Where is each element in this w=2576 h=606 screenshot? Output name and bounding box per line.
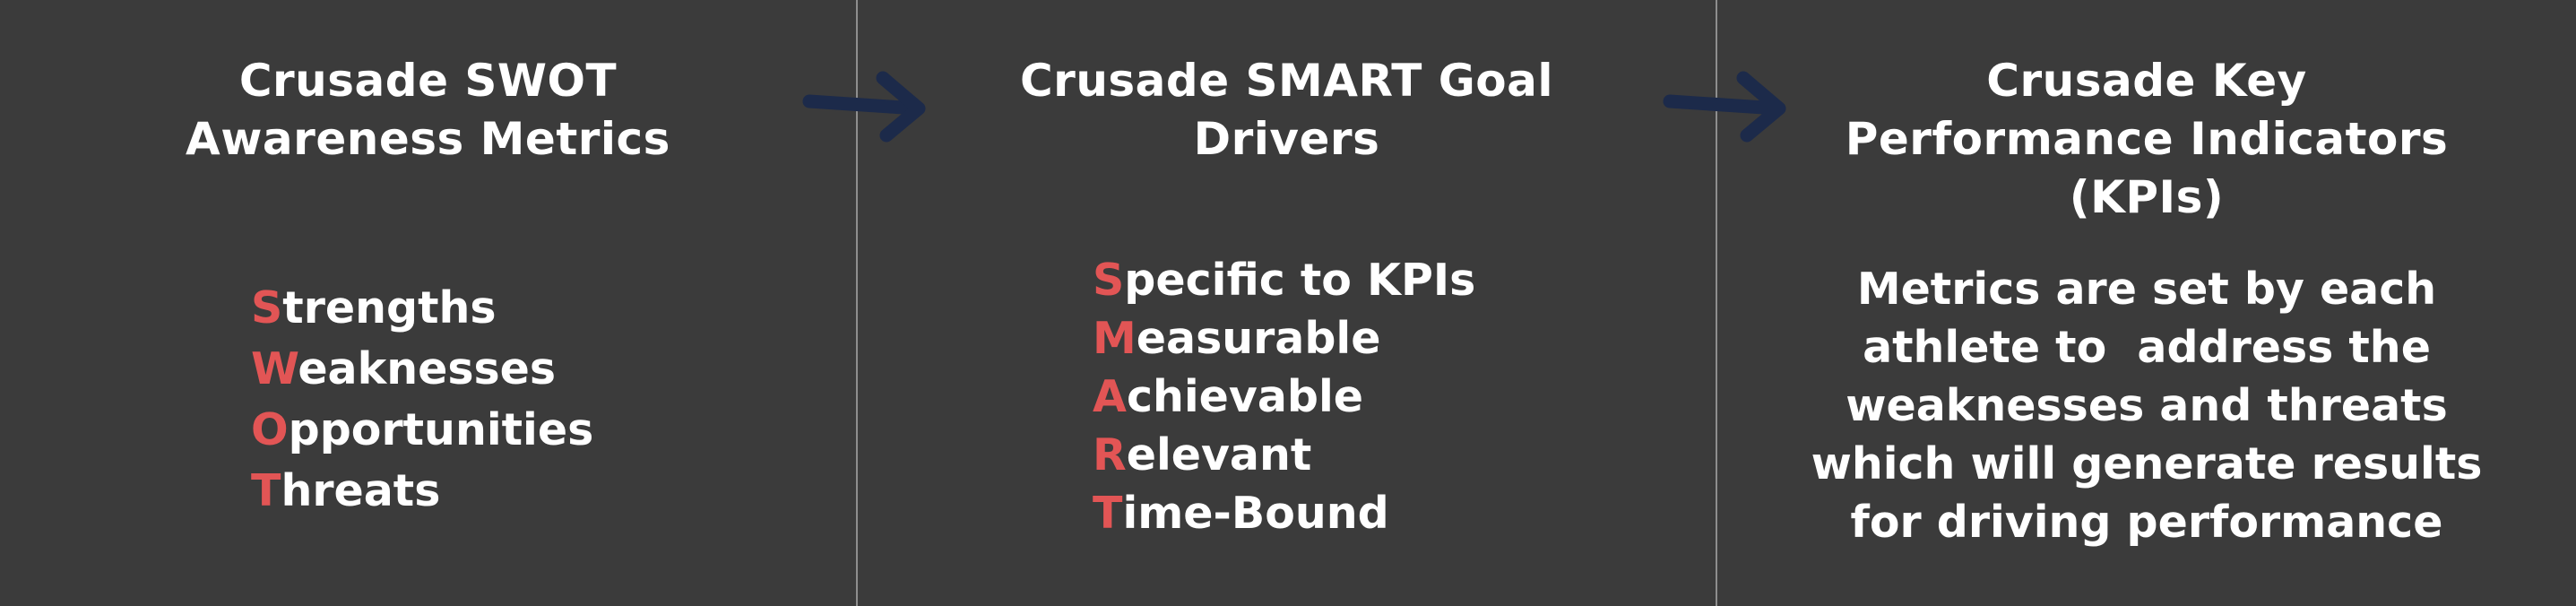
swot-item-text: pportunities [288,404,594,455]
kpi-body-line-4: which will generate results [1811,438,2483,489]
smart-item-text: elevant [1126,429,1312,480]
kpi-body-line-5: for driving performance [1850,497,2443,548]
swot-item-text: trengths [282,282,497,333]
smart-initial: A [1093,371,1127,422]
smart-title-line-2: Drivers [1193,113,1380,165]
kpi-body-line-1: Metrics are set by each [1856,264,2437,315]
swot-initial: S [251,282,283,333]
smart-initial: M [1093,313,1137,364]
swot-item-threats: Threats [251,461,593,522]
swot-item-opportunities: Opportunities [251,400,593,461]
swot-column: Crusade SWOT Awareness Metrics Strengths… [0,0,856,606]
swot-list: Strengths Weaknesses Opportunities Threa… [251,278,593,522]
kpi-title: Crusade Key Performance Indicators (KPIs… [1717,52,2576,227]
smart-item-relevant: Relevant [1093,426,1475,484]
kpi-title-line-2: Performance Indicators [1845,113,2449,165]
right-arrow-icon [802,71,926,143]
column-divider-1 [856,0,858,606]
smart-initial: T [1093,488,1123,539]
smart-item-specific: Specific to KPIs [1093,251,1475,309]
smart-title-line-1: Crusade SMART Goal [1019,55,1554,107]
smart-item-text: chievable [1126,371,1364,422]
kpi-title-line-3: (KPIs) [2069,171,2225,223]
smart-item-text: easurable [1136,313,1381,364]
smart-initial: S [1093,255,1125,306]
column-divider-2 [1716,0,1717,606]
kpi-title-line-1: Crusade Key [1986,55,2307,107]
kpi-description: Metrics are set by each athlete to addre… [1717,260,2576,551]
smart-item-measurable: Measurable [1093,309,1475,368]
smart-item-time-bound: Time-Bound [1093,484,1475,542]
swot-title: Crusade SWOT Awareness Metrics [0,52,856,169]
smart-initial: R [1093,429,1127,480]
smart-item-text: ime-Bound [1122,488,1389,539]
smart-title: Crusade SMART Goal Drivers [858,52,1716,169]
smart-list: Specific to KPIs Measurable Achievable R… [1093,251,1475,542]
swot-initial: T [251,465,281,516]
kpi-body-line-3: weaknesses and threats [1846,380,2448,431]
swot-item-text: hreats [281,465,441,516]
kpi-body-line-2: athlete to address the [1863,322,2431,373]
swot-title-line-1: Crusade SWOT [238,55,618,107]
smart-column: Crusade SMART Goal Drivers Specific to K… [858,0,1716,606]
smart-item-achievable: Achievable [1093,368,1475,426]
smart-item-text: pecific to KPIs [1124,255,1476,306]
swot-item-strengths: Strengths [251,278,593,339]
swot-item-text: eaknesses [298,343,557,394]
swot-title-line-2: Awareness Metrics [186,113,670,165]
swot-item-weaknesses: Weaknesses [251,339,593,400]
swot-initial: O [251,404,289,455]
swot-initial: W [251,343,298,394]
kpi-column: Crusade Key Performance Indicators (KPIs… [1717,0,2576,606]
right-arrow-icon [1663,71,1786,143]
